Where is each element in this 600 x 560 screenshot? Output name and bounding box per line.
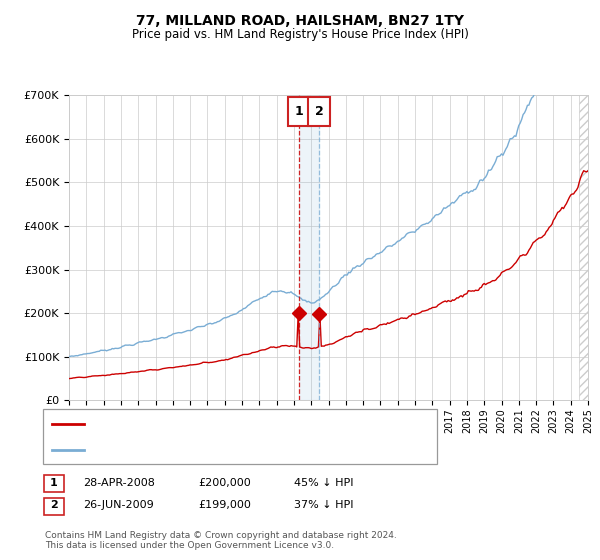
Bar [299, 95, 319, 400]
Text: Price paid vs. HM Land Registry's House Price Index (HPI): Price paid vs. HM Land Registry's House … [131, 28, 469, 41]
Text: 37% ↓ HPI: 37% ↓ HPI [294, 500, 353, 510]
Text: 2: 2 [315, 105, 323, 118]
Text: 77, MILLAND ROAD, HAILSHAM, BN27 1TY: 77, MILLAND ROAD, HAILSHAM, BN27 1TY [136, 14, 464, 28]
Text: 28-APR-2008: 28-APR-2008 [83, 478, 155, 488]
Text: 2: 2 [50, 500, 58, 510]
Text: 77, MILLAND ROAD, HAILSHAM, BN27 1TY (detached house): 77, MILLAND ROAD, HAILSHAM, BN27 1TY (de… [90, 419, 419, 430]
Text: £200,000: £200,000 [198, 478, 251, 488]
Text: 1: 1 [50, 478, 58, 488]
Text: 45% ↓ HPI: 45% ↓ HPI [294, 478, 353, 488]
Text: £199,000: £199,000 [198, 500, 251, 510]
Text: HPI: Average price, detached house, Wealden: HPI: Average price, detached house, Weal… [90, 445, 340, 455]
Text: 1: 1 [295, 105, 303, 118]
Text: 26-JUN-2009: 26-JUN-2009 [83, 500, 154, 510]
Text: Contains HM Land Registry data © Crown copyright and database right 2024.
This d: Contains HM Land Registry data © Crown c… [45, 531, 397, 550]
